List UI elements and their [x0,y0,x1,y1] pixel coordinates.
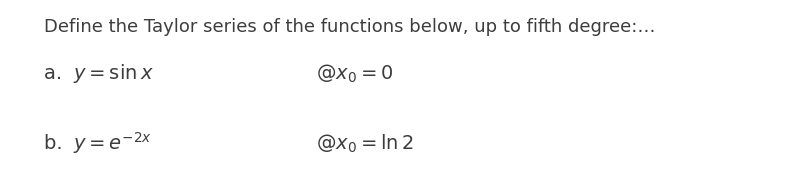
Text: $y = \sin x$: $y = \sin x$ [73,62,153,85]
Text: $@x_0 = \ln 2$: $@x_0 = \ln 2$ [316,132,414,155]
Text: Define the Taylor series of the functions below, up to fifth degree:…: Define the Taylor series of the function… [44,18,655,36]
Text: b.: b. [44,134,68,153]
Text: $y = e^{-2x}$: $y = e^{-2x}$ [73,131,152,156]
Text: $@x_0 = 0$: $@x_0 = 0$ [316,62,394,85]
Text: a.: a. [44,64,68,83]
